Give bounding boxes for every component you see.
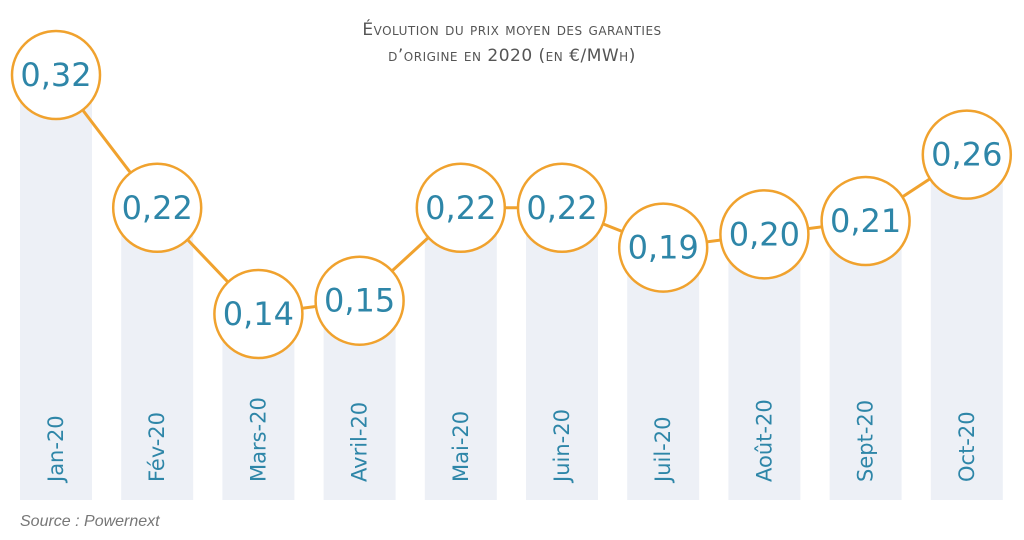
category-label: Août-20 [752,399,776,482]
data-point: 0,22 [415,162,507,254]
category-label: Juil-20 [651,417,675,484]
bar-fév-20 [121,227,194,500]
value-label: 0,22 [425,189,496,227]
value-label: 0,22 [122,189,193,227]
bar-juil-20 [627,267,700,500]
category-label: Mai-20 [449,411,473,482]
data-point: 0,22 [111,162,203,254]
value-label: 0,26 [931,136,1002,174]
chart-title-line2: d’origine en 2020 (en €/MWh) [388,46,636,66]
category-label: Oct-20 [955,411,979,482]
bar-août-20 [728,254,801,500]
value-label: 0,19 [628,229,699,267]
data-point: 0,15 [314,255,405,346]
value-circle [516,162,608,254]
data-point: 0,26 [921,109,1013,200]
value-circle [10,29,102,121]
value-circle [617,202,709,293]
value-circle [111,162,203,254]
category-label: Fév-20 [145,412,169,482]
category-label: Juin-20 [550,409,574,484]
value-label: 0,15 [324,282,395,320]
value-circle [314,255,405,346]
data-point: 0,19 [617,202,709,293]
bar-jan-20 [20,95,92,500]
bar-avril-20 [323,320,396,500]
bar-oct-20 [930,174,1003,500]
category-label: Jan-20 [44,415,68,484]
value-label: 0,22 [526,189,597,227]
value-circle [921,109,1013,200]
category-label: Mars-20 [246,397,270,482]
category-label: Avril-20 [348,402,372,482]
value-label: 0,14 [223,295,294,333]
category-label: Sept-20 [854,400,878,482]
value-circle [820,175,911,267]
chart-title-line1: Évolution du prix moyen des garanties [362,20,662,40]
bar-mars-20 [222,334,295,500]
value-label: 0,20 [729,215,800,253]
value-circle [719,189,810,280]
value-circle [415,162,507,254]
data-point: 0,22 [516,162,608,254]
value-label: 0,21 [830,202,901,240]
source-note: Source : Powernext [20,513,160,530]
data-point: 0,14 [213,268,304,360]
value-label: 0,32 [20,56,91,94]
data-point: 0,32 [10,29,102,121]
data-point: 0,20 [719,189,810,280]
trend-line [54,74,968,316]
bar-juin-20 [526,227,598,500]
data-point: 0,21 [820,175,911,267]
value-circle [213,268,304,360]
bar-mai-20 [424,227,497,500]
bar-sept-20 [829,241,902,501]
